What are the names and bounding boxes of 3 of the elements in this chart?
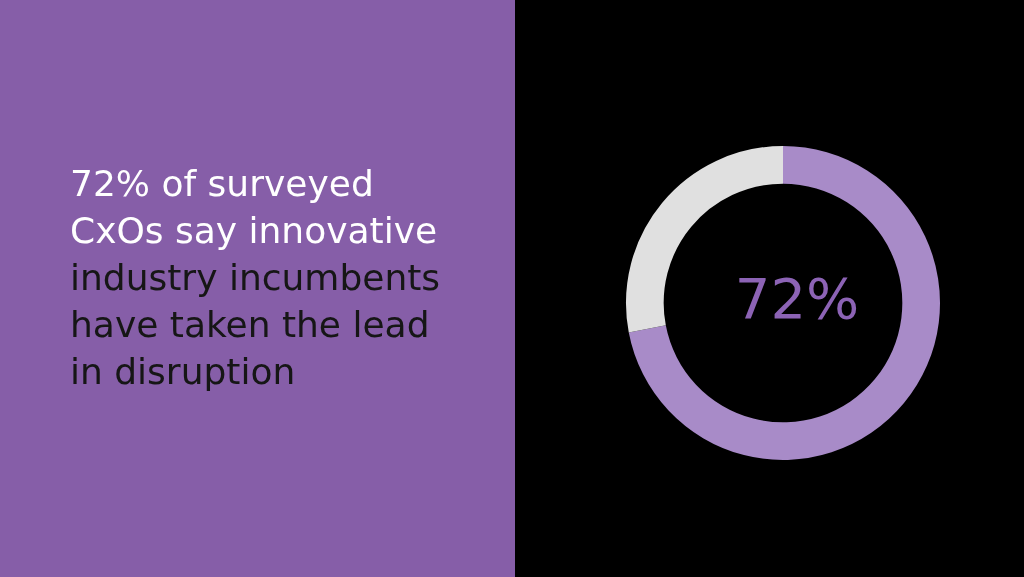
data-label: 72% [734,265,860,331]
text: industry incumbents have taken the lead in disruption [70,256,442,394]
text: 72% of surveyed CxOs say innovative [70,162,439,253]
